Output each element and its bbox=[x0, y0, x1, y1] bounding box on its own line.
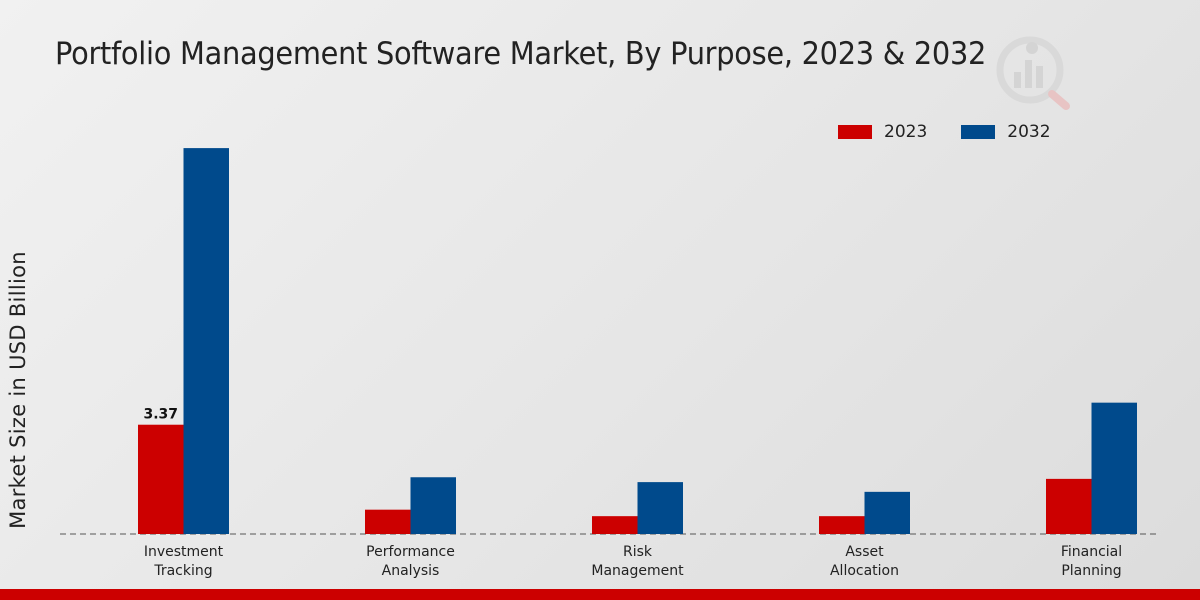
legend: 2023 2032 bbox=[838, 122, 1085, 142]
x-tick-label-0: Investment Tracking bbox=[144, 544, 224, 579]
legend-label-2032: 2032 bbox=[1007, 122, 1051, 142]
legend-item-2023[interactable]: 2023 bbox=[838, 122, 927, 142]
legend-item-2032[interactable]: 2032 bbox=[961, 122, 1051, 142]
bar-2023-4[interactable] bbox=[1046, 478, 1092, 534]
watermark-logo-icon bbox=[996, 36, 1070, 110]
bar-2032-4[interactable] bbox=[1091, 402, 1138, 534]
legend-label-2023: 2023 bbox=[884, 122, 928, 142]
x-tick-label-2: Risk Management bbox=[591, 544, 684, 579]
x-tick-label-1: Performance Analysis bbox=[366, 544, 455, 579]
bar-2023-0[interactable] bbox=[138, 424, 184, 534]
legend-swatch-2032 bbox=[961, 125, 996, 139]
bar-2032-3[interactable] bbox=[864, 491, 911, 534]
x-tick-label-4: Financial Planning bbox=[1061, 544, 1122, 579]
bar-2032-0[interactable] bbox=[183, 148, 230, 534]
legend-swatch-2023 bbox=[838, 125, 872, 139]
x-tick-label-3: Asset Allocation bbox=[830, 544, 899, 579]
bar-2032-1[interactable] bbox=[410, 477, 457, 534]
bar-2023-3[interactable] bbox=[819, 516, 865, 534]
bottom-accent-bar bbox=[0, 589, 1200, 600]
bar-2023-1[interactable] bbox=[365, 509, 411, 534]
bar-2032-2[interactable] bbox=[637, 482, 684, 534]
data-label-0: 3.37 bbox=[143, 407, 178, 423]
chart-title: Portfolio Management Software Market, By… bbox=[55, 36, 987, 72]
bar-2023-2[interactable] bbox=[592, 516, 638, 534]
